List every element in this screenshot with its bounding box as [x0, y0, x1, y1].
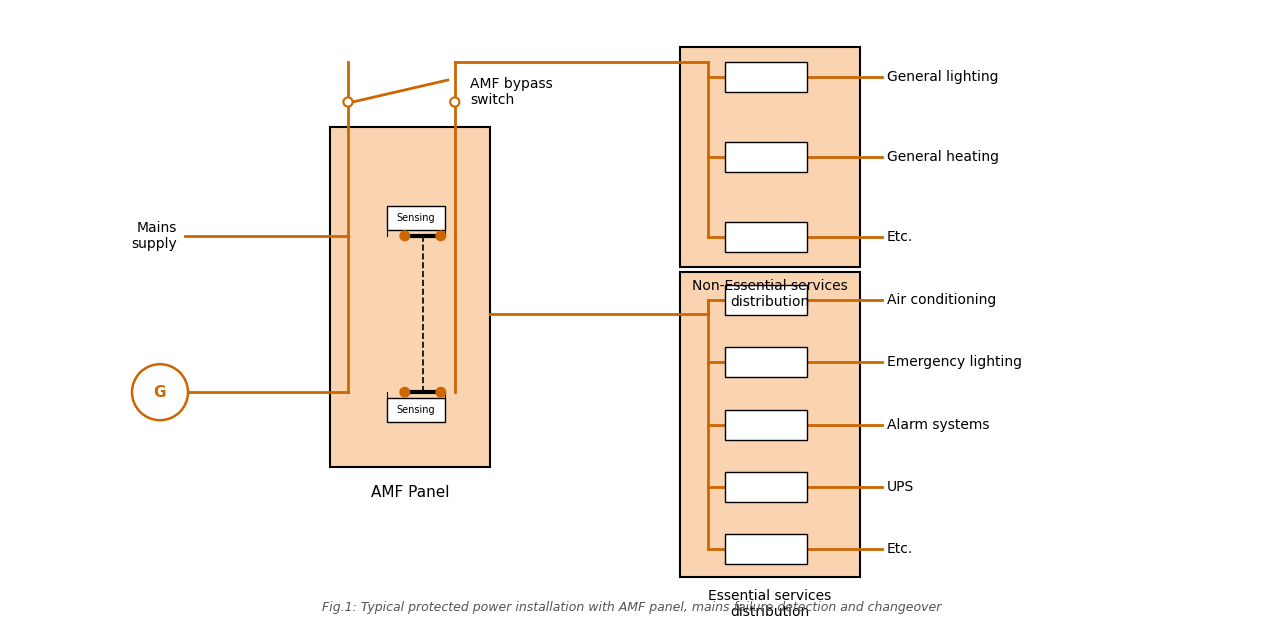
Bar	[679, 47, 860, 267]
Bar	[386, 206, 445, 230]
Text: G: G	[154, 384, 167, 400]
Text: Sensing: Sensing	[397, 405, 436, 415]
Text: General heating: General heating	[887, 150, 999, 164]
Text: Non-Essential services
distribution: Non-Essential services distribution	[692, 279, 847, 309]
Text: AMF bypass
switch: AMF bypass switch	[470, 77, 552, 107]
Bar	[725, 62, 807, 92]
Text: Mains
supply: Mains supply	[131, 221, 177, 251]
Circle shape	[133, 364, 188, 420]
Text: AMF Panel: AMF Panel	[371, 485, 450, 500]
Text: UPS: UPS	[887, 480, 914, 494]
Text: Alarm systems: Alarm systems	[887, 417, 989, 432]
Text: Air conditioning: Air conditioning	[887, 293, 997, 307]
Text: Fig.1: Typical protected power installation with AMF panel, mains failure detect: Fig.1: Typical protected power installat…	[322, 601, 941, 614]
Bar	[386, 398, 445, 422]
Bar	[725, 409, 807, 440]
Bar	[725, 142, 807, 172]
Text: General lighting: General lighting	[887, 70, 999, 84]
Bar	[725, 471, 807, 502]
Bar	[330, 127, 490, 467]
Circle shape	[400, 388, 409, 397]
Bar	[725, 534, 807, 564]
Text: Emergency lighting: Emergency lighting	[887, 355, 1022, 369]
Text: Etc.: Etc.	[887, 230, 913, 244]
Circle shape	[436, 231, 446, 241]
Text: Etc.: Etc.	[887, 542, 913, 556]
Bar	[725, 285, 807, 315]
Bar	[725, 347, 807, 378]
Circle shape	[400, 231, 409, 241]
Bar	[679, 272, 860, 577]
Text: Essential services
distribution: Essential services distribution	[709, 589, 831, 619]
Text: Sensing: Sensing	[397, 213, 436, 223]
Circle shape	[344, 98, 352, 106]
Bar	[725, 222, 807, 252]
Circle shape	[450, 98, 460, 106]
Circle shape	[436, 388, 446, 397]
